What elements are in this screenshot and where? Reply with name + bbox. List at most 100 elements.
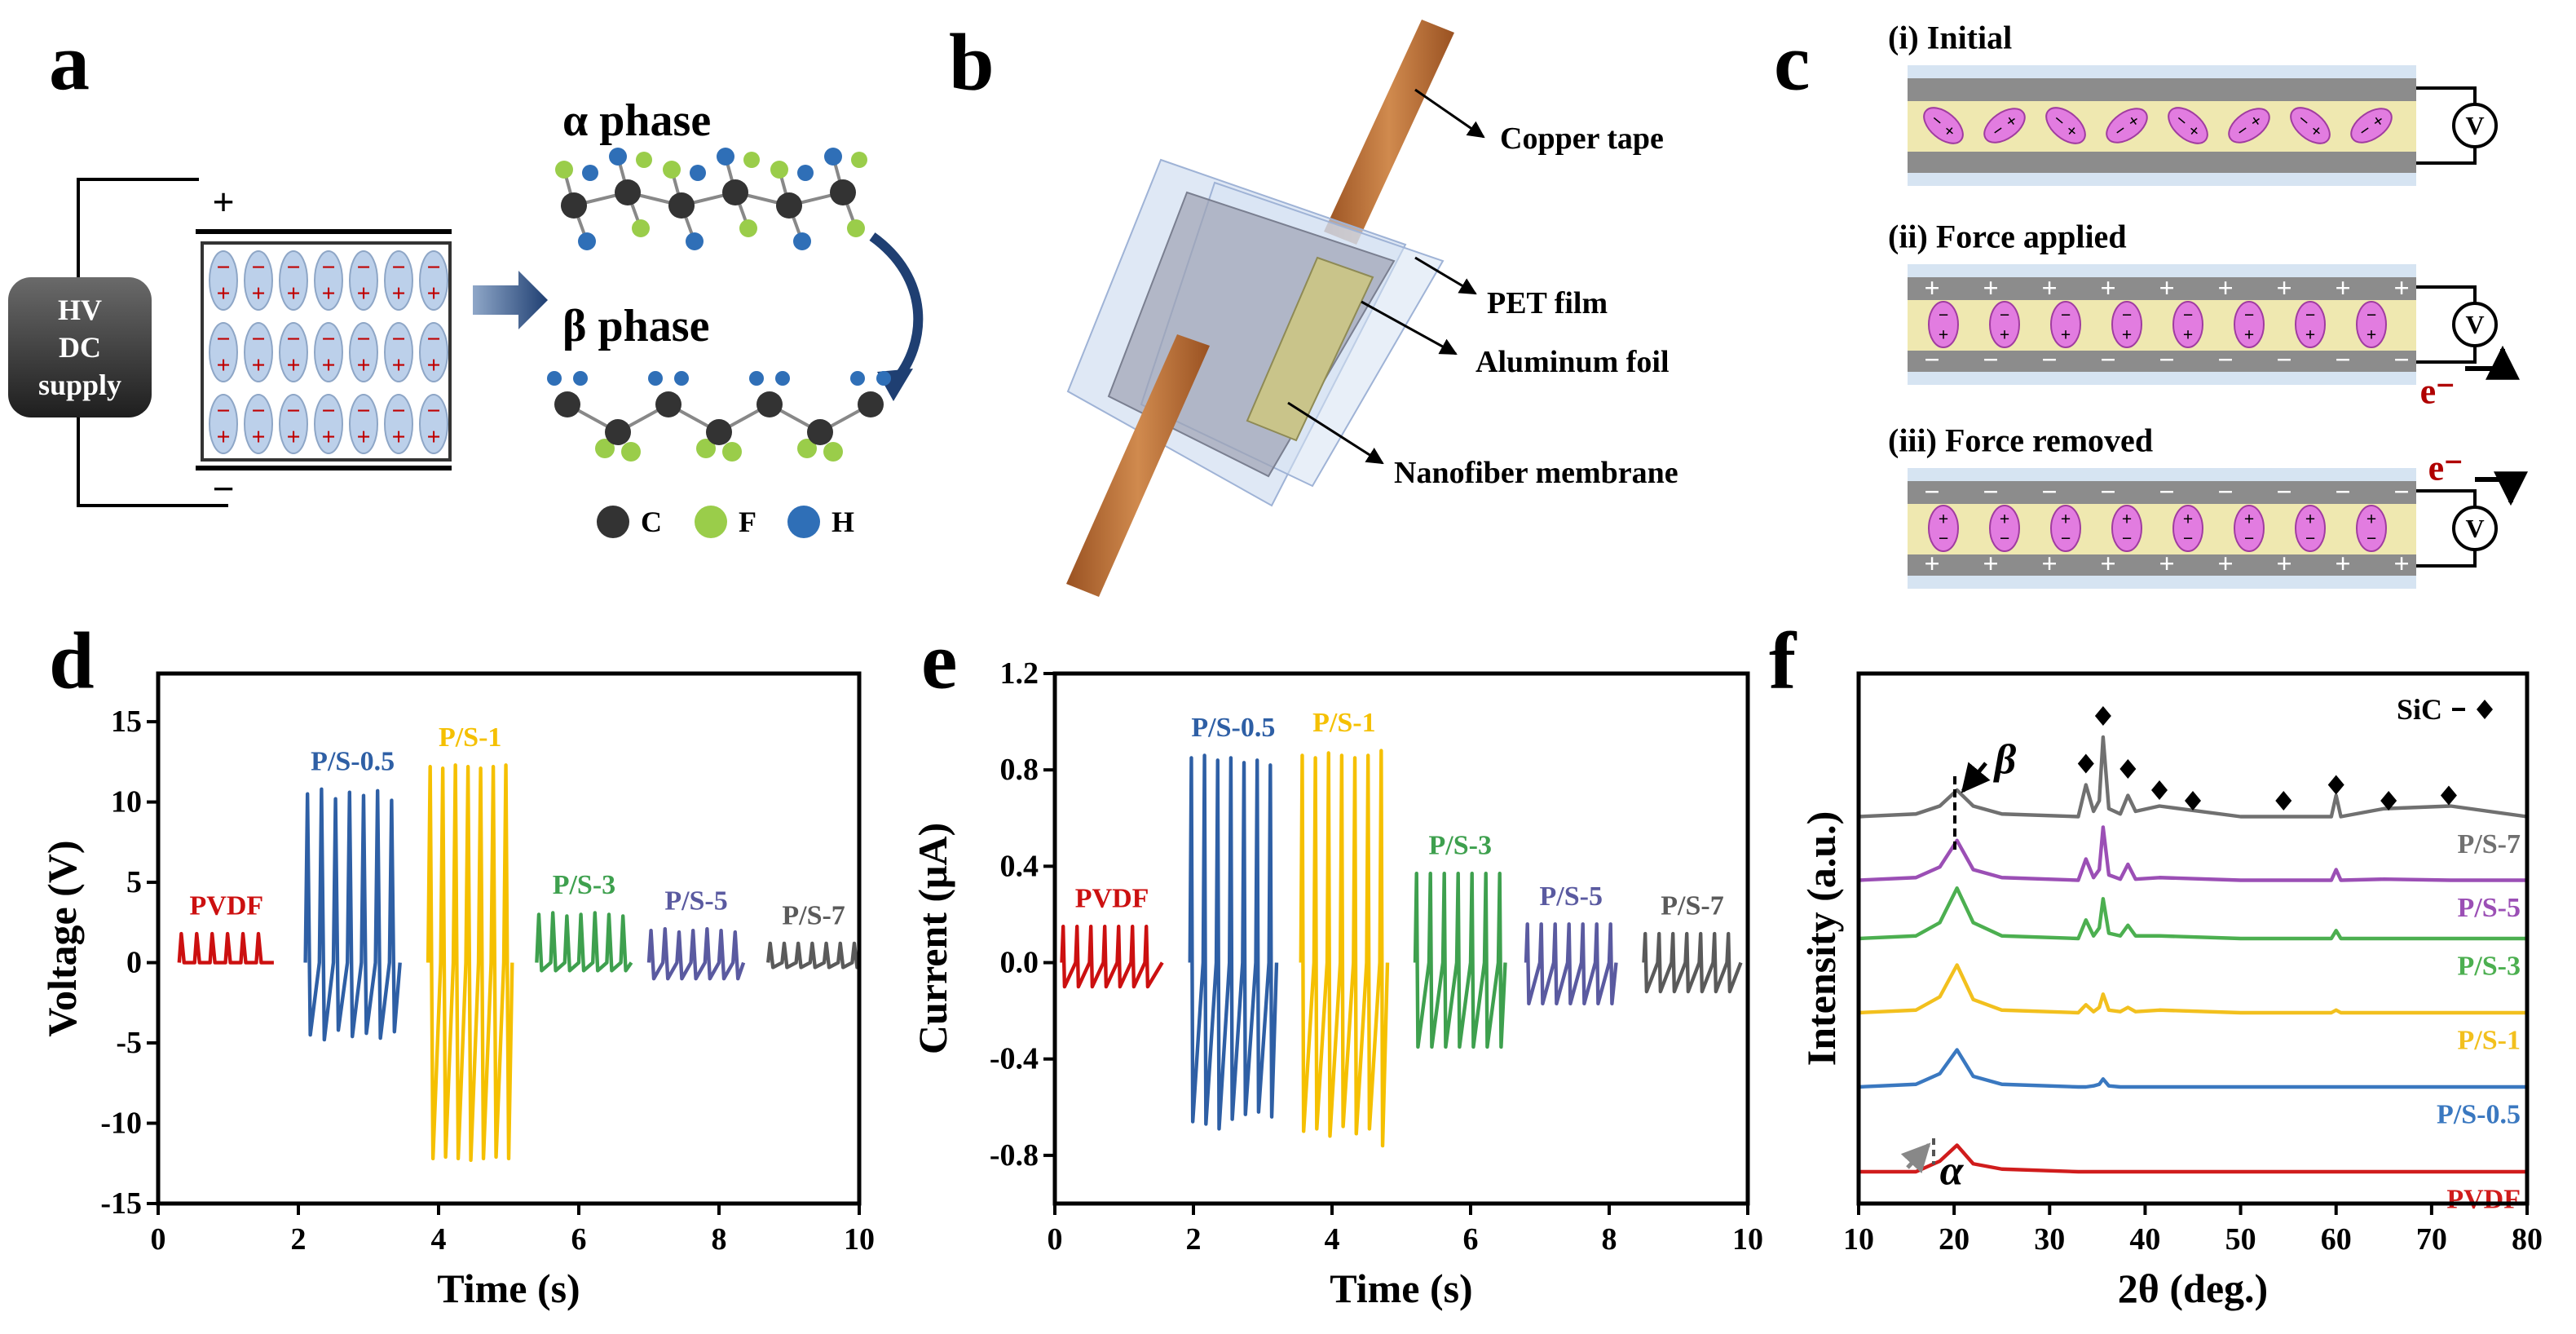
charge-sign: + bbox=[1924, 274, 1939, 304]
series-label: P/S-7 bbox=[782, 900, 845, 930]
charge-sign: − bbox=[1983, 346, 1998, 376]
dipole-sign: − bbox=[2366, 305, 2377, 325]
dipole-plus: + bbox=[251, 352, 265, 379]
dipole: +− bbox=[2356, 505, 2387, 552]
dipole-sign: + bbox=[2305, 325, 2316, 345]
dipole-minus: − bbox=[426, 254, 440, 281]
dipole-plus: + bbox=[426, 352, 440, 379]
dipole-sign: − bbox=[2244, 305, 2255, 325]
annotation-arrow bbox=[1900, 1142, 1931, 1173]
annotation: β bbox=[1993, 737, 2017, 784]
atom bbox=[749, 371, 764, 386]
dipole: +− bbox=[1989, 505, 2020, 552]
dipole-sign: − bbox=[2183, 528, 2194, 549]
dipole: −+ bbox=[2356, 301, 2387, 348]
x-tick-label: 40 bbox=[2129, 1222, 2160, 1257]
curved-arrow bbox=[869, 232, 924, 387]
dipole: −+ bbox=[2168, 107, 2208, 144]
atom bbox=[797, 165, 814, 181]
series-label: P/S-0.5 bbox=[311, 746, 395, 776]
legend-atom bbox=[597, 506, 629, 538]
atom bbox=[668, 192, 695, 219]
charge-sign: + bbox=[2159, 550, 2174, 580]
charge-sign: − bbox=[2393, 346, 2409, 376]
atom bbox=[605, 419, 631, 445]
circuit-wire bbox=[2416, 285, 2477, 364]
dipole-sign: − bbox=[2061, 305, 2071, 325]
atom bbox=[850, 371, 865, 386]
series-label: P/S-0.5 bbox=[2437, 1100, 2521, 1130]
dipole: +− bbox=[2172, 505, 2203, 552]
atom bbox=[632, 219, 650, 237]
electron-flow bbox=[2465, 345, 2520, 380]
dipole-sign: + bbox=[2122, 325, 2133, 345]
wire bbox=[77, 178, 228, 507]
x-tick-label: 0 bbox=[1048, 1222, 1063, 1257]
dipole bbox=[349, 250, 378, 311]
y-axis-title: Voltage (V) bbox=[39, 840, 85, 1036]
dipole-minus: − bbox=[391, 254, 405, 281]
dipole: +− bbox=[1928, 505, 1959, 552]
x-tick-label: 0 bbox=[151, 1222, 166, 1257]
dipole: −+ bbox=[2111, 301, 2142, 348]
dipole bbox=[279, 250, 308, 311]
dipole-sign: − bbox=[2305, 305, 2316, 325]
dipole: −+ bbox=[2234, 301, 2265, 348]
legend-atom bbox=[787, 506, 820, 538]
x-tick-label: 6 bbox=[1463, 1222, 1479, 1257]
dipole-minus: − bbox=[391, 398, 405, 425]
x-tick-label: 60 bbox=[2321, 1222, 2352, 1257]
y-tick-label: 0.4 bbox=[1000, 849, 1039, 883]
dipole-plus: + bbox=[426, 424, 440, 451]
dipole-sign: − bbox=[2183, 305, 2194, 325]
legend-marker bbox=[2477, 700, 2493, 719]
dipole-minus: − bbox=[321, 398, 335, 425]
x-tick-label: 8 bbox=[1602, 1222, 1617, 1257]
series-line bbox=[1413, 872, 1507, 1049]
dipole-minus: − bbox=[216, 326, 230, 353]
peak-marker bbox=[2275, 791, 2292, 811]
dipole-body bbox=[1923, 107, 1964, 144]
dipole-sign: + bbox=[2122, 509, 2133, 529]
peak-marker bbox=[2185, 791, 2201, 811]
dipole-minus: − bbox=[426, 398, 440, 425]
electrode bbox=[1908, 351, 2416, 372]
panel-label: e bbox=[921, 616, 957, 706]
copper-tape bbox=[1066, 334, 1210, 597]
atom bbox=[554, 391, 580, 417]
charge-sign: + bbox=[2217, 274, 2233, 304]
x-tick-label: 6 bbox=[571, 1222, 587, 1257]
atom bbox=[582, 165, 598, 181]
series-line bbox=[1858, 963, 2527, 1015]
series-line bbox=[1188, 753, 1279, 1131]
dipole-plus: + bbox=[426, 280, 440, 307]
dipole: −+ bbox=[2050, 301, 2081, 348]
charge-sign: + bbox=[2276, 274, 2291, 304]
supply-label: HV bbox=[58, 294, 102, 326]
charge-sign: + bbox=[2100, 550, 2115, 580]
charge-sign: − bbox=[1924, 346, 1939, 376]
legend-label: C bbox=[641, 506, 662, 538]
dipole: −+ bbox=[1989, 301, 2020, 348]
dipole-sign: − bbox=[2000, 528, 2010, 549]
charge-sign: − bbox=[2276, 478, 2291, 508]
legend-atom bbox=[695, 506, 727, 538]
dipole-minus: − bbox=[356, 254, 370, 281]
dipole-plus: + bbox=[356, 424, 370, 451]
voltmeter-label: V bbox=[2465, 514, 2484, 543]
atom bbox=[621, 442, 641, 462]
x-tick-label: 2 bbox=[291, 1222, 307, 1257]
dipole-plus: + bbox=[286, 424, 300, 451]
series-label: P/S-5 bbox=[664, 886, 727, 917]
x-tick-label: 20 bbox=[1939, 1222, 1969, 1257]
atom bbox=[830, 179, 856, 205]
callout-text: Nanofiber membrane bbox=[1394, 456, 1678, 490]
dipole-body bbox=[2050, 505, 2081, 552]
dipole-minus: − bbox=[426, 326, 440, 353]
atom bbox=[686, 232, 704, 250]
atom bbox=[595, 439, 615, 458]
voltmeter-label: V bbox=[2465, 310, 2484, 339]
circuit-wire bbox=[2416, 489, 2477, 568]
dipole-body bbox=[2356, 301, 2387, 348]
charge-sign: − bbox=[2393, 478, 2409, 508]
